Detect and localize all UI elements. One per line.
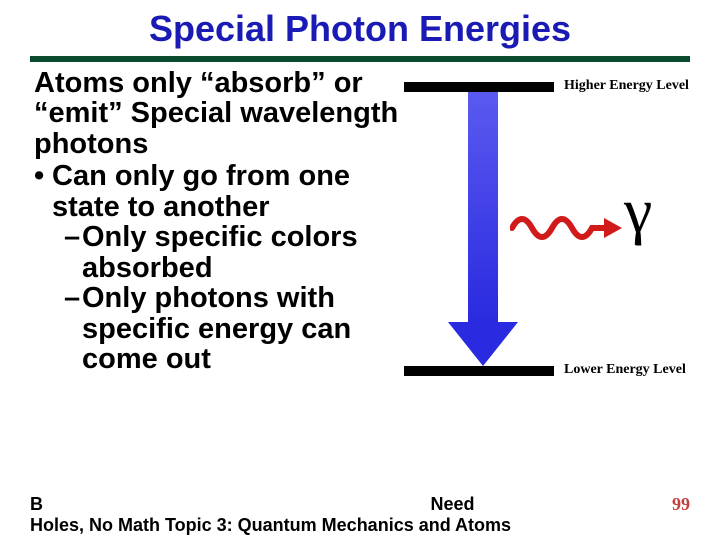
down-arrow-icon <box>468 92 498 322</box>
sub-bullet-2-text: Only photons with specific energy can co… <box>82 283 404 374</box>
intro-text: Atoms only “absorb” or “emit” Special wa… <box>34 68 404 159</box>
text-column: Atoms only “absorb” or “emit” Special wa… <box>34 68 404 374</box>
sub-bullet-1-text: Only specific colors absorbed <box>82 222 404 283</box>
sub-dash: – <box>64 222 82 283</box>
wave-arrowhead <box>604 218 622 238</box>
sub-dash: – <box>64 283 82 374</box>
sub-bullet-2: – Only photons with specific energy can … <box>64 283 404 374</box>
page-title: Special Photon Energies <box>0 0 720 54</box>
footer-left-fragment: B <box>30 494 43 515</box>
lower-energy-label: Lower Energy Level <box>564 362 686 378</box>
lower-energy-bar <box>404 366 554 376</box>
sub-bullet-1: – Only specific colors absorbed <box>64 222 404 283</box>
footer-mid-fragment: Need <box>430 494 474 515</box>
content-area: Atoms only “absorb” or “emit” Special wa… <box>0 68 720 374</box>
bullet-1: • Can only go from one state to another <box>34 161 404 222</box>
gamma-symbol: γ <box>624 174 652 248</box>
higher-energy-label: Higher Energy Level <box>564 78 689 94</box>
footer: B Need 99 Holes, No Math Topic 3: Quantu… <box>0 494 720 536</box>
higher-energy-bar <box>404 82 554 92</box>
wave-path <box>512 219 608 237</box>
title-underline <box>30 56 690 62</box>
down-arrowhead-icon <box>448 322 518 366</box>
photon-wave-icon <box>510 208 622 248</box>
bullet-dot: • <box>34 161 52 222</box>
energy-diagram: Higher Energy Level γ Lower Energy Level <box>404 78 690 374</box>
bullet-1-text: Can only go from one state to another <box>52 161 404 222</box>
page-number: 99 <box>672 494 690 515</box>
footer-bottom-line: Holes, No Math Topic 3: Quantum Mechanic… <box>30 515 690 536</box>
footer-top-row: B Need 99 <box>30 494 690 515</box>
